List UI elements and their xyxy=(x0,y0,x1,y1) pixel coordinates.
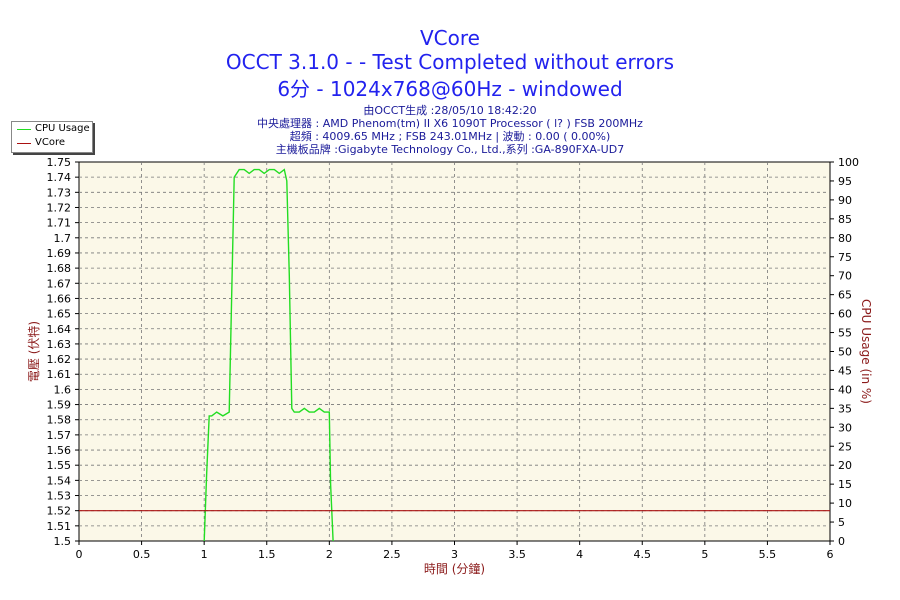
legend-label-vcore: VCore xyxy=(35,137,65,148)
chart-legend: CPU Usage VCore xyxy=(11,121,93,153)
y-left-tick-label: 1.54 xyxy=(47,474,72,487)
y-left-axis-label: 電壓 (伏特) xyxy=(26,321,41,382)
y-left-tick-label: 1.51 xyxy=(47,520,72,533)
y-right-tick-label: 0 xyxy=(838,535,845,548)
y-right-tick-label: 95 xyxy=(838,175,852,188)
y-left-tick-label: 1.61 xyxy=(47,368,72,381)
x-tick-label: 1 xyxy=(201,548,208,561)
y-left-tick-label: 1.68 xyxy=(47,262,72,275)
chart-subtitle: OCCT 3.1.0 - - Test Completed without er… xyxy=(225,50,675,74)
x-tick-label: 5 xyxy=(701,548,708,561)
y-right-tick-label: 20 xyxy=(838,459,852,472)
legend-label-cpu-usage: CPU Usage xyxy=(35,123,90,134)
y-left-tick-label: 1.59 xyxy=(47,399,72,412)
y-right-tick-label: 90 xyxy=(838,194,852,207)
y-right-tick-label: 85 xyxy=(838,213,852,226)
y-left-tick-label: 1.64 xyxy=(47,323,72,336)
info-cpu: 中央處理器 : AMD Phenom(tm) II X6 1090T Proce… xyxy=(257,117,643,130)
y-left-tick-label: 1.53 xyxy=(47,490,72,503)
y-left-tick-label: 1.69 xyxy=(47,247,72,260)
y-left-tick-label: 1.62 xyxy=(47,353,72,366)
info-generated: 由OCCT生成 :28/05/10 18:42:20 xyxy=(363,104,537,117)
x-tick-label: 0.5 xyxy=(133,548,151,561)
y-right-tick-label: 75 xyxy=(838,251,852,264)
plot-area xyxy=(78,161,831,542)
y-right-tick-label: 40 xyxy=(838,383,852,396)
x-tick-label: 2 xyxy=(326,548,333,561)
chart-title: VCore xyxy=(420,26,480,50)
info-motherboard: 主機板品牌 :Gigabyte Technology Co., Ltd.,系列 … xyxy=(275,143,625,156)
y-left-tick-label: 1.72 xyxy=(47,201,72,214)
y-left-tick-label: 1.55 xyxy=(47,459,72,472)
y-left-tick-label: 1.63 xyxy=(47,338,72,351)
y-right-tick-label: 5 xyxy=(838,516,845,529)
y-left-tick-label: 1.71 xyxy=(47,217,72,230)
y-left-tick-label: 1.6 xyxy=(54,383,72,396)
y-left-tick-label: 1.75 xyxy=(47,156,72,169)
y-right-tick-label: 50 xyxy=(838,346,852,359)
y-right-tick-label: 70 xyxy=(838,270,852,283)
y-left-tick-label: 1.58 xyxy=(47,414,72,427)
y-left-tick-label: 1.74 xyxy=(47,171,72,184)
y-left-tick-label: 1.67 xyxy=(47,277,72,290)
y-right-axis-label: CPU Usage (in %) xyxy=(859,299,873,404)
info-overclock: 超頻 : 4009.65 MHz ; FSB 243.01MHz | 波動 : … xyxy=(289,130,611,143)
y-right-tick-label: 45 xyxy=(838,364,852,377)
y-right-tick-label: 55 xyxy=(838,327,852,340)
y-left-tick-label: 1.65 xyxy=(47,308,72,321)
x-tick-label: 4 xyxy=(576,548,583,561)
y-left-tick-label: 1.73 xyxy=(47,186,72,199)
x-tick-label: 4.5 xyxy=(634,548,652,561)
y-right-tick-label: 35 xyxy=(838,402,852,415)
y-left-tick-label: 1.7 xyxy=(54,232,72,245)
y-right-tick-label: 25 xyxy=(838,440,852,453)
chart-subtitle-2: 6分 - 1024x768@60Hz - windowed xyxy=(277,77,623,101)
y-right-tick-label: 15 xyxy=(838,478,852,491)
x-tick-label: 2.5 xyxy=(383,548,401,561)
legend-swatch-vcore xyxy=(17,143,31,144)
x-tick-label: 0 xyxy=(76,548,83,561)
y-right-tick-label: 80 xyxy=(838,232,852,245)
x-tick-label: 6 xyxy=(827,548,834,561)
x-tick-label: 3 xyxy=(451,548,458,561)
y-right-tick-label: 60 xyxy=(838,308,852,321)
x-axis-label: 時間 (分鐘) xyxy=(424,561,485,576)
y-right-tick-label: 10 xyxy=(838,497,852,510)
y-right-tick-label: 100 xyxy=(838,156,859,169)
y-right-tick-label: 65 xyxy=(838,289,852,302)
series-line-cpu-usage xyxy=(203,168,334,542)
y-left-tick-label: 1.52 xyxy=(47,505,72,518)
y-left-tick-label: 1.56 xyxy=(47,444,72,457)
legend-swatch-cpu-usage xyxy=(17,129,31,130)
x-tick-label: 3.5 xyxy=(508,548,526,561)
y-left-tick-label: 1.57 xyxy=(47,429,72,442)
y-left-tick-label: 1.5 xyxy=(54,535,72,548)
y-right-tick-label: 30 xyxy=(838,421,852,434)
x-tick-label: 1.5 xyxy=(258,548,276,561)
x-tick-label: 5.5 xyxy=(759,548,777,561)
y-left-tick-label: 1.66 xyxy=(47,292,72,305)
